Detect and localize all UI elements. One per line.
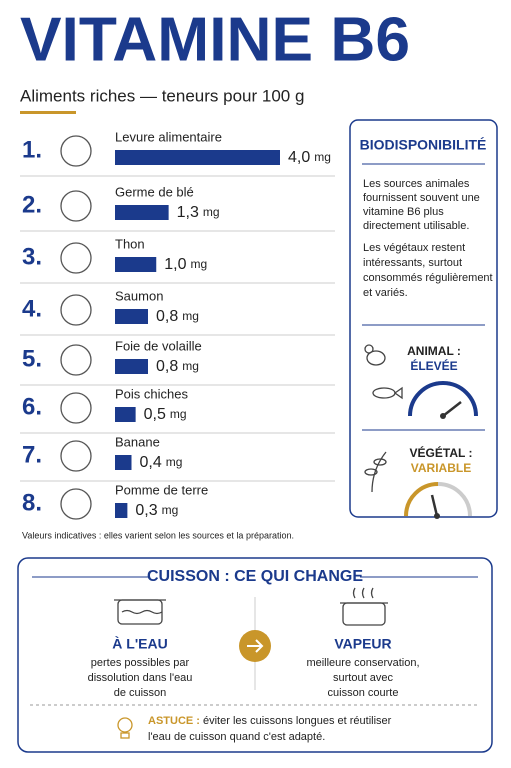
animal-icons (364, 344, 403, 400)
tip-label: ASTUCE : (148, 715, 200, 727)
bar (115, 150, 280, 165)
text-line: et variés. (363, 287, 408, 299)
food-icon (60, 135, 92, 167)
rank: 3. (22, 243, 42, 270)
value-unit: mg (314, 150, 331, 164)
gauge-animal (408, 381, 478, 419)
text-line: surtout avec (333, 672, 393, 684)
value-label: 4,0 mg (288, 149, 331, 166)
value-label: 0,8 mg (156, 358, 199, 375)
category: Pomme de terre (115, 482, 208, 497)
category: Saumon (115, 288, 163, 303)
value-label: 1,3 mg (177, 204, 220, 221)
food-icon (60, 440, 92, 472)
food-icon (60, 392, 92, 424)
value-number: 1,0 (164, 256, 186, 273)
note: Valeurs indicatives : elles varient selo… (22, 530, 294, 540)
text-line: dissolution dans l'eau (88, 672, 193, 684)
text-line: vitamine B6 plus (363, 206, 444, 218)
food-icon (60, 190, 92, 222)
bulb-icon (117, 717, 133, 739)
bar (115, 455, 132, 470)
animal-level: ÉLEVÉE (410, 358, 457, 373)
text-line: cuisson courte (328, 687, 399, 699)
value-number: 0,3 (135, 502, 157, 519)
category: Foie de volaille (115, 338, 202, 353)
animal-label: ANIMAL : (407, 344, 461, 358)
panel-title: BIODISPONIBILITÉ (360, 137, 487, 153)
text-line: consommés régulièrement (363, 272, 493, 284)
bar (115, 205, 169, 220)
bar (115, 309, 148, 324)
value-number: 4,0 (288, 149, 310, 166)
food-icon (60, 488, 92, 520)
value-label: 0,5 mg (144, 406, 187, 423)
bar (115, 407, 136, 422)
value-unit: mg (162, 503, 179, 517)
value-label: 0,4 mg (140, 454, 183, 471)
vegetal-level: VARIABLE (411, 461, 471, 475)
arrow (239, 630, 271, 662)
panel-box (349, 119, 498, 518)
category: Levure alimentaire (115, 129, 222, 144)
value-number: 0,8 (156, 358, 178, 375)
underline (20, 111, 76, 114)
water-title: À L'EAU (112, 636, 167, 652)
value-unit: mg (203, 205, 220, 219)
rank: 1. (22, 136, 42, 163)
text-line: fournissent souvent une (363, 192, 480, 204)
rank: 8. (22, 489, 42, 516)
bar (115, 503, 128, 518)
value-label: 1,0 mg (164, 256, 207, 273)
value-number: 0,4 (140, 454, 162, 471)
text-line: meilleure conservation, (306, 657, 419, 669)
text-line: intéressants, surtout (363, 257, 462, 269)
value-number: 1,3 (177, 204, 199, 221)
value-number: 0,5 (144, 406, 166, 423)
value-unit: mg (182, 309, 199, 323)
category: Thon (115, 236, 145, 251)
title: VITAMINE B6 (20, 5, 410, 74)
value-number: 0,8 (156, 308, 178, 325)
gauge-vegetal (404, 482, 472, 519)
food-icon (60, 242, 92, 274)
cooking-box (17, 557, 493, 753)
value-unit: mg (182, 359, 199, 373)
rank: 7. (22, 441, 42, 468)
text-line: Les sources animales (363, 178, 470, 190)
text-line: Les végétaux restent (363, 242, 465, 254)
tip-line: éviter les cuissons longues et réutilise… (203, 715, 392, 727)
food-icon (60, 294, 92, 326)
steamer-icon (340, 587, 388, 626)
vegetal-label: VÉGÉTAL : (410, 445, 473, 460)
pot-icon (114, 599, 166, 625)
text-line: directement utilisable. (363, 220, 469, 232)
value-unit: mg (191, 257, 208, 271)
cooking-title: CUISSON : CE QUI CHANGE (147, 568, 363, 585)
value-label: 0,8 mg (156, 308, 199, 325)
subtitle: Aliments riches — teneurs pour 100 g (20, 86, 304, 105)
text-line: de cuisson (114, 687, 167, 699)
steam-title: VAPEUR (334, 636, 391, 652)
food-icon (60, 344, 92, 376)
category: Germe de blé (115, 184, 194, 199)
vegetal-icon (364, 451, 387, 493)
rank: 6. (22, 393, 42, 420)
rank: 4. (22, 295, 42, 322)
value-label: 0,3 mg (135, 502, 178, 519)
category: Banane (115, 434, 160, 449)
category: Pois chiches (115, 386, 188, 401)
rank: 2. (22, 191, 42, 218)
bar (115, 257, 157, 272)
text-line: pertes possibles par (91, 657, 190, 669)
bar (115, 359, 148, 374)
value-unit: mg (170, 407, 187, 421)
tip-line: l'eau de cuisson quand c'est adapté. (148, 731, 325, 743)
rank: 5. (22, 345, 42, 372)
value-unit: mg (166, 455, 183, 469)
